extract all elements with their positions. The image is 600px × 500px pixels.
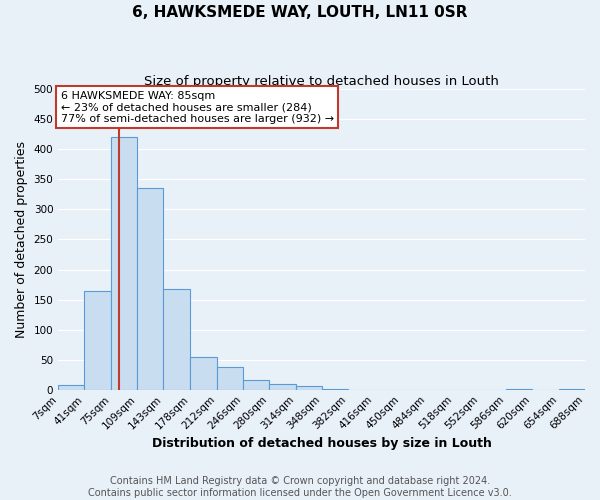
Bar [243,380,269,390]
Bar [559,389,585,390]
Y-axis label: Number of detached properties: Number of detached properties [15,141,28,338]
Title: Size of property relative to detached houses in Louth: Size of property relative to detached ho… [144,75,499,88]
Text: Contains HM Land Registry data © Crown copyright and database right 2024.
Contai: Contains HM Land Registry data © Crown c… [88,476,512,498]
Bar [322,389,348,390]
Bar [296,386,322,390]
X-axis label: Distribution of detached houses by size in Louth: Distribution of detached houses by size … [152,437,491,450]
Bar [269,384,296,390]
Text: 6, HAWKSMEDE WAY, LOUTH, LN11 0SR: 6, HAWKSMEDE WAY, LOUTH, LN11 0SR [132,5,468,20]
Bar [137,188,163,390]
Bar [190,356,217,390]
Bar [217,367,243,390]
Text: 6 HAWKSMEDE WAY: 85sqm
← 23% of detached houses are smaller (284)
77% of semi-de: 6 HAWKSMEDE WAY: 85sqm ← 23% of detached… [61,90,334,124]
Bar [163,288,190,390]
Bar [58,385,85,390]
Bar [85,290,111,390]
Bar [506,389,532,390]
Bar [111,138,137,390]
